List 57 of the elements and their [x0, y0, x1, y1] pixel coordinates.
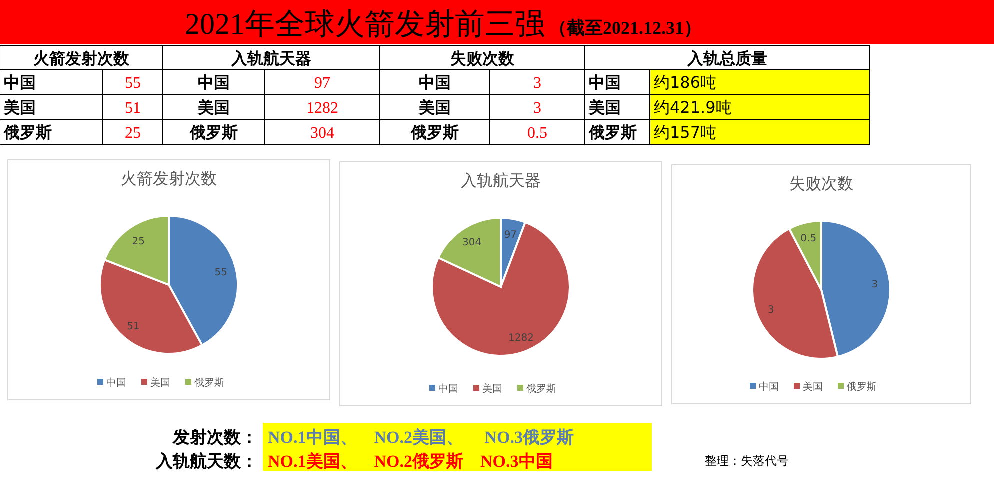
- legend-label: 俄罗斯: [526, 383, 556, 395]
- data-label: 51: [127, 321, 140, 332]
- text: NO.1美国、 NO.2俄罗斯 NO.3中国: [268, 452, 553, 471]
- chart-title: 入轨航天器: [461, 171, 541, 190]
- text: 俄罗斯: [588, 123, 637, 142]
- text: 97: [314, 75, 330, 92]
- text: 0.5: [528, 125, 548, 142]
- legend-label: 俄罗斯: [847, 381, 877, 393]
- data-label: 1282: [508, 332, 534, 344]
- text: （截至2021.12.31）: [549, 18, 702, 38]
- text: 失败次数: [450, 49, 516, 68]
- text: 入轨航天数：: [155, 452, 258, 472]
- text: 俄罗斯: [189, 123, 238, 142]
- text: 发射次数：: [172, 428, 258, 448]
- text: NO.1中国、 NO.2美国、 NO.3俄罗斯: [268, 428, 574, 447]
- legend-label: 中国: [106, 377, 126, 389]
- data-label: 0.5: [800, 234, 817, 245]
- data-label: 97: [504, 230, 518, 242]
- text: 俄罗斯: [3, 123, 52, 142]
- text: 入轨航天器: [230, 49, 312, 68]
- text: 3: [534, 100, 542, 117]
- text: 55: [125, 75, 141, 92]
- text: 整理：失落代号: [705, 454, 789, 468]
- text: 入轨总质量: [686, 49, 768, 68]
- text: 25: [125, 125, 141, 142]
- text: 俄罗斯: [410, 123, 459, 142]
- text: 304: [310, 125, 334, 142]
- text: 1282: [306, 100, 338, 117]
- text: 美国: [418, 98, 451, 117]
- legend-label: 美国: [482, 383, 502, 395]
- text: 中国: [419, 73, 451, 92]
- text: 约186吨: [654, 73, 717, 92]
- text: 美国: [588, 98, 621, 117]
- legend-label: 美国: [803, 381, 823, 393]
- text: 火箭发射次数: [34, 49, 130, 68]
- data-label: 3: [768, 305, 774, 316]
- text: 3: [534, 75, 542, 92]
- chart-title: 火箭发射次数: [121, 169, 217, 188]
- text: 约157吨: [654, 123, 717, 142]
- text: 中国: [4, 73, 36, 92]
- data-label: 304: [462, 238, 482, 249]
- text: 美国: [197, 98, 230, 117]
- text: 中国: [589, 73, 621, 92]
- text: 美国: [3, 98, 36, 117]
- text: 中国: [198, 73, 230, 92]
- text: 约421.9吨: [654, 98, 732, 117]
- data-label: 3: [872, 280, 878, 291]
- data-label: 55: [214, 268, 228, 279]
- data-label: 25: [132, 236, 145, 248]
- chart-title: 失败次数: [790, 174, 854, 193]
- legend-label: 美国: [150, 377, 170, 389]
- pie-slice: [431, 221, 571, 357]
- text: 51: [125, 100, 141, 117]
- legend-label: 俄罗斯: [194, 377, 224, 389]
- legend-label: 中国: [438, 383, 458, 395]
- text: 2021年全球火箭发射前三强: [185, 8, 545, 41]
- legend-label: 中国: [759, 381, 779, 393]
